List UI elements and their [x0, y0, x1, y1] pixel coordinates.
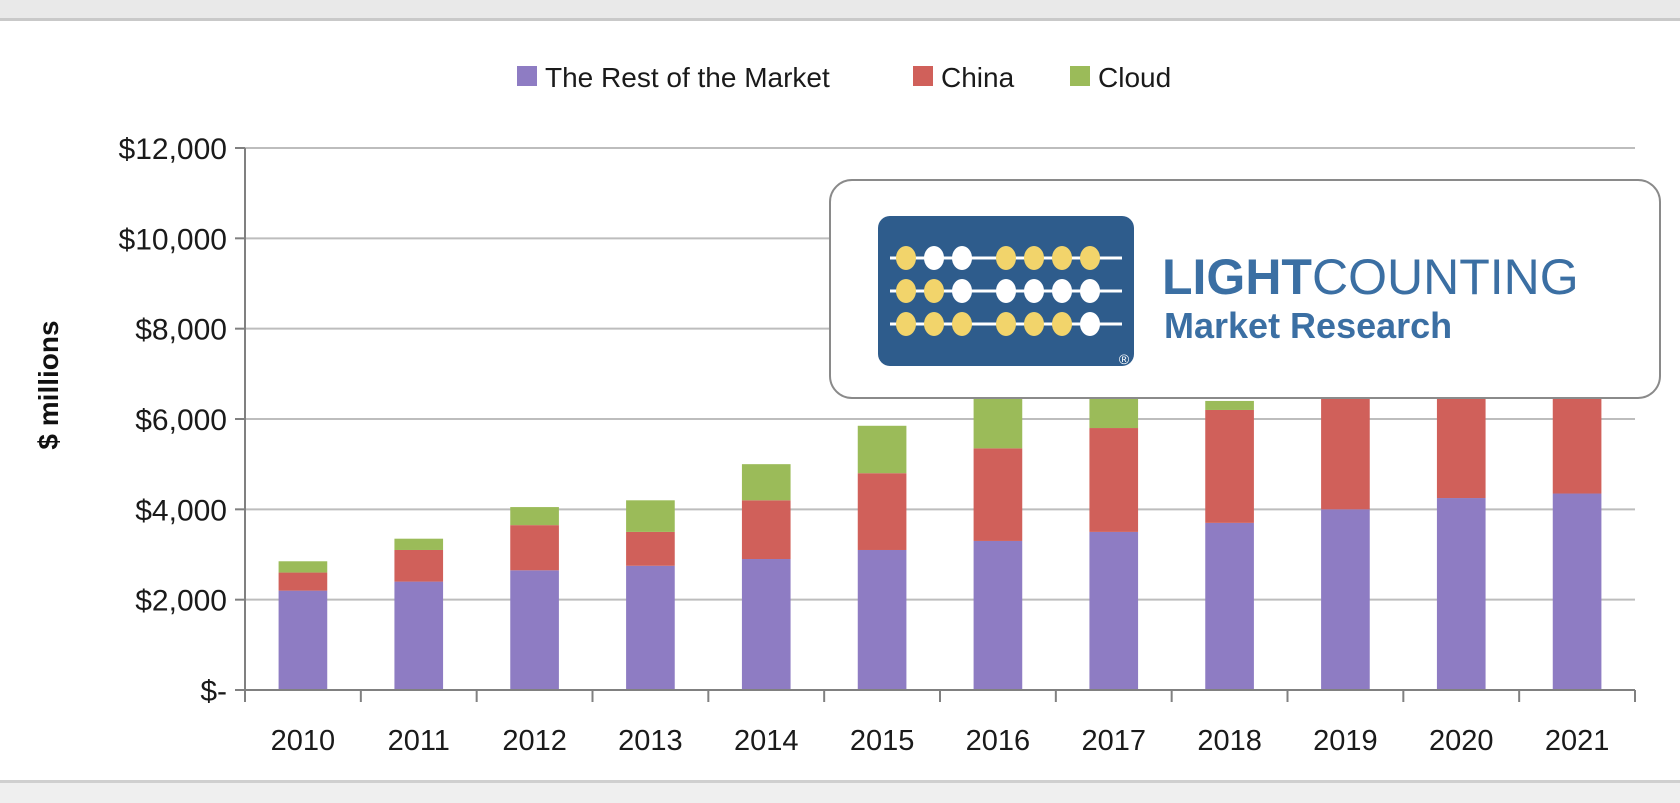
logo-wordmark: LIGHTCOUNTING [1162, 249, 1579, 305]
abacus-bead [924, 279, 944, 303]
bar-segment-china [510, 525, 559, 571]
bar-segment-rest-of-market [1089, 531, 1139, 690]
bar-segment-rest-of-market [1205, 522, 1254, 690]
abacus-bead [996, 246, 1016, 270]
bar-segment-china [1436, 398, 1486, 499]
logo-subtitle: Market Research [1164, 305, 1452, 346]
y-tick-label: $- [200, 675, 227, 708]
bar-segment-rest-of-market [1552, 493, 1602, 690]
bar-segment-cloud [626, 500, 675, 532]
abacus-bead [924, 312, 944, 336]
bar-segment-rest-of-market [1321, 509, 1370, 690]
bar-segment-cloud [1205, 400, 1254, 410]
x-tick-label: 2018 [1197, 725, 1262, 757]
legend-swatch [1070, 66, 1090, 86]
bar-segment-china [626, 531, 675, 566]
bar-segment-rest-of-market [394, 581, 444, 690]
logo-box: LIGHTCOUNTING Market Research ® [829, 179, 1661, 399]
abacus-bead [1080, 246, 1100, 270]
abacus-bead [1080, 279, 1100, 303]
x-tick-label: 2010 [271, 725, 336, 757]
x-tick-label: 2013 [618, 725, 683, 757]
bar-segment-china [278, 572, 328, 591]
logo-registered: ® [1119, 351, 1130, 367]
x-tick-label: 2015 [850, 725, 915, 757]
bar-segment-china [1089, 428, 1139, 532]
y-tick-label: $6,000 [135, 404, 227, 437]
bars [278, 398, 1602, 690]
abacus-bead [952, 279, 972, 303]
y-tick-label: $2,000 [135, 585, 227, 618]
bar-segment-rest-of-market [857, 549, 907, 690]
bar-segment-cloud [278, 561, 328, 573]
y-axis-label: $ millions [33, 320, 64, 449]
x-tick-label: 2019 [1313, 725, 1378, 757]
abacus-bead [924, 246, 944, 270]
bar-segment-china [1321, 398, 1370, 510]
abacus-bead [996, 312, 1016, 336]
bar-segment-cloud [1089, 398, 1139, 429]
abacus-bead [1052, 279, 1072, 303]
bar-segment-china [1552, 398, 1602, 494]
x-tick-label: 2012 [502, 725, 567, 757]
bar-segment-cloud [510, 507, 559, 526]
logo-word-light: LIGHT [1162, 249, 1312, 305]
x-tick-label: 2011 [388, 725, 450, 757]
x-tick-labels: 2010 2011 2012 2013 2014 2015 2016 2017 2018 2019… [271, 725, 1610, 757]
bar-segment-cloud [394, 538, 444, 550]
x-tick-label: 2017 [1081, 725, 1146, 757]
top-border [0, 0, 1680, 21]
bar-segment-china [741, 500, 791, 560]
stacked-bar-chart: $- $2,000 $4,000 $6,000 $8,000 $10,000 $12,000… [33, 62, 1661, 757]
legend: The Rest of the Market China Cloud [517, 62, 1171, 93]
legend-label: The Rest of the Market [545, 62, 830, 93]
bar-segment-cloud [973, 398, 1023, 449]
abacus-bead [952, 246, 972, 270]
abacus-bead [1024, 312, 1044, 336]
bar-segment-cloud [741, 464, 791, 501]
abacus-bead [1080, 312, 1100, 336]
bar-segment-rest-of-market [741, 559, 791, 690]
bar-segment-rest-of-market [626, 565, 675, 690]
bar-segment-china [394, 549, 444, 582]
bar-segment-rest-of-market [1436, 498, 1486, 690]
abacus-bead [896, 246, 916, 270]
legend-swatch [913, 66, 933, 86]
abacus-bead [896, 312, 916, 336]
bar-segment-rest-of-market [510, 570, 559, 690]
logo-word-counting: COUNTING [1312, 249, 1579, 305]
x-tick-label: 2016 [966, 725, 1031, 757]
bar-segment-china [973, 448, 1023, 541]
bar-segment-china [1205, 409, 1254, 523]
abacus-bead [1024, 246, 1044, 270]
abacus-logo-icon [878, 216, 1134, 366]
x-tick-label: 2021 [1545, 725, 1610, 757]
x-tick-label: 2014 [734, 725, 799, 757]
y-tick-label: $12,000 [119, 133, 227, 166]
bar-segment-rest-of-market [278, 590, 328, 690]
bottom-border [0, 780, 1680, 803]
abacus-bead [996, 279, 1016, 303]
abacus-bead [1024, 279, 1044, 303]
y-tick-label: $10,000 [119, 223, 227, 256]
y-tick-label: $8,000 [135, 314, 227, 347]
bar-segment-cloud [857, 425, 907, 474]
legend-label: China [941, 62, 1015, 93]
abacus-bead [952, 312, 972, 336]
legend-label: Cloud [1098, 62, 1171, 93]
abacus-bead [1052, 312, 1072, 336]
axes [235, 147, 1636, 702]
y-tick-label: $4,000 [135, 494, 227, 527]
bar-segment-china [857, 473, 907, 550]
abacus-bead [896, 279, 916, 303]
y-tick-labels: $- $2,000 $4,000 $6,000 $8,000 $10,000 $12,000 [119, 133, 227, 708]
abacus-bead [1052, 246, 1072, 270]
x-tick-label: 2020 [1429, 725, 1494, 757]
bar-segment-rest-of-market [973, 540, 1023, 690]
legend-swatch [517, 66, 537, 86]
